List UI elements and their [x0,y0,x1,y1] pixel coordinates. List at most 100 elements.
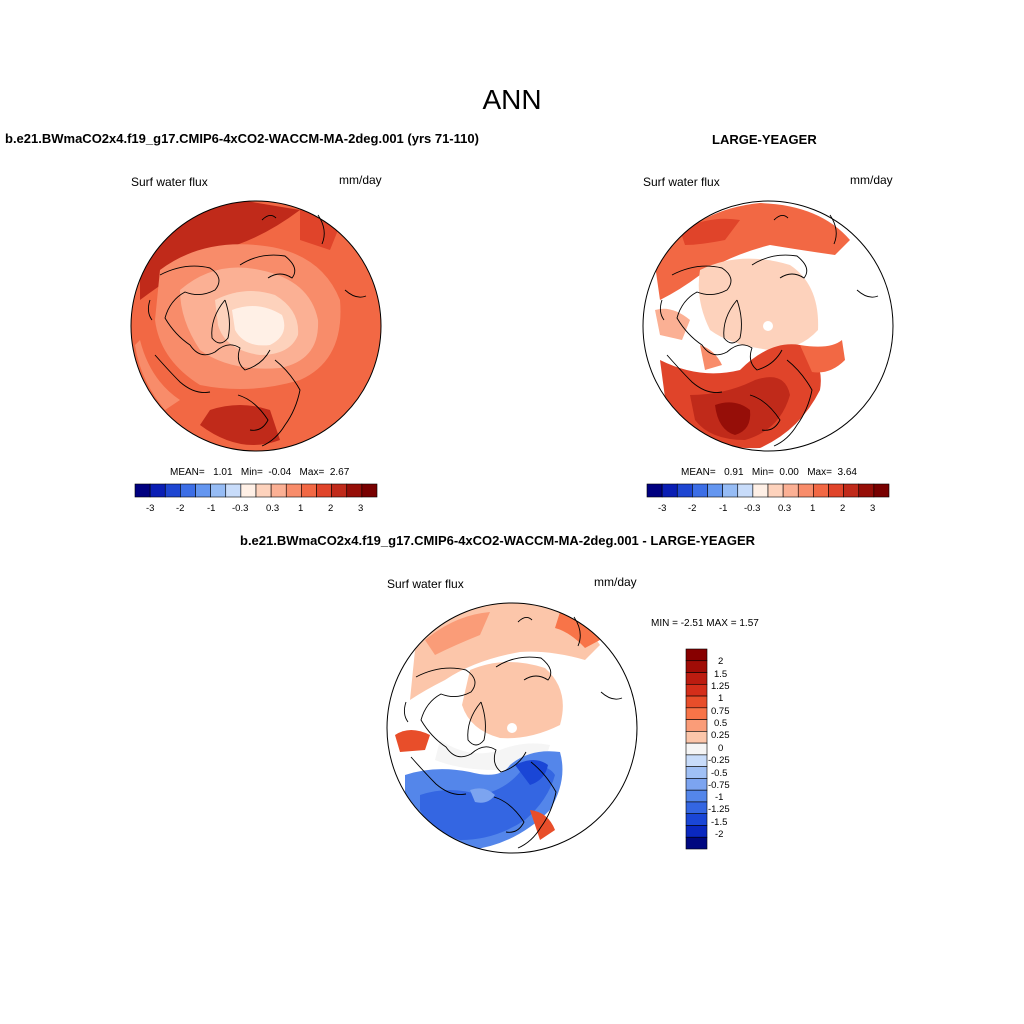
test-mean-value: 1.01 [213,467,233,478]
test-mean-label: MEAN= [170,467,205,478]
colorbar-swatch [316,483,332,498]
colorbar-tick: 2 [718,656,724,667]
colorbar-swatch [685,719,708,732]
colorbar-swatch [843,483,860,498]
control-max-value: 3.64 [837,467,857,478]
colorbar-tick: -2 [176,503,185,514]
colorbar-swatch [346,483,363,498]
control-colorbar [646,483,890,498]
colorbar-swatch [164,483,181,498]
test-colorbar [134,483,378,498]
colorbar-swatch [685,836,708,850]
colorbar-swatch [873,483,890,498]
colorbar-swatch [646,483,663,498]
colorbar-tick: 0.3 [266,503,280,514]
colorbar-swatch [782,483,799,498]
colorbar-swatch [685,648,708,662]
colorbar-tick: 2 [840,503,846,514]
colorbar-tick: 1 [810,503,816,514]
colorbar-swatch [331,483,348,498]
colorbar-swatch [685,825,708,838]
difference-case-title: b.e21.BWmaCO2x4.f19_g17.CMIP6-4xCO2-WACC… [240,533,756,548]
colorbar-tick: 0.5 [714,718,728,729]
colorbar-swatch [240,483,257,498]
colorbar-swatch [301,483,317,498]
colorbar-tick: -0.25 [708,755,730,766]
colorbar-swatch [134,483,151,498]
colorbar-swatch [685,742,708,756]
colorbar-swatch [767,483,784,498]
control-mean-label: MEAN= [681,467,716,478]
control-polar-map [642,200,894,452]
colorbar-tick: -0.75 [708,780,730,791]
colorbar-tick: 2 [328,503,334,514]
colorbar-swatch [685,695,708,709]
difference-units-label: mm/day [594,575,637,589]
difference-stats: MIN = -2.51 MAX = 1.57 [651,618,759,629]
colorbar-swatch [361,483,378,498]
colorbar-tick: -2 [715,829,724,840]
colorbar-tick: -0.3 [744,503,761,514]
test-polar-map [130,200,382,452]
difference-colorbar [685,648,708,850]
test-min-value: -0.04 [268,467,292,478]
colorbar-tick: 0.3 [778,503,792,514]
colorbar-swatch [813,483,829,498]
colorbar-swatch [225,483,242,498]
colorbar-tick: 1 [718,693,724,704]
colorbar-tick: -2 [688,503,697,514]
colorbar-swatch [685,707,708,720]
colorbar-swatch [685,789,708,803]
colorbar-tick: -1 [715,792,724,803]
colorbar-swatch [685,672,708,685]
control-stats: MEAN= 0.91 Min= 0.00 Max= 3.64 [681,467,857,478]
colorbar-swatch [149,483,166,498]
colorbar-swatch [255,483,272,498]
colorbar-swatch [685,660,708,673]
control-variable-label: Surf water flux [643,175,720,189]
colorbar-tick: 3 [358,503,364,514]
control-max-label: Max= [807,467,832,478]
colorbar-swatch [685,766,708,779]
colorbar-swatch [195,483,211,498]
colorbar-tick: -1.5 [711,817,728,828]
colorbar-swatch [685,813,708,826]
colorbar-tick: 3 [870,503,876,514]
colorbar-tick: -0.3 [232,503,249,514]
colorbar-tick: 1.25 [711,681,730,692]
colorbar-tick: -1.25 [708,804,730,815]
colorbar-tick: -1 [719,503,728,514]
difference-variable-label: Surf water flux [387,577,464,591]
colorbar-swatch [661,483,678,498]
colorbar-swatch [722,483,739,498]
colorbar-swatch [828,483,844,498]
colorbar-swatch [797,483,814,498]
test-stats: MEAN= 1.01 Min= -0.04 Max= 2.67 [170,467,349,478]
colorbar-swatch [685,801,708,815]
colorbar-tick: -1 [207,503,216,514]
colorbar-swatch [692,483,708,498]
colorbar-swatch [685,731,708,744]
control-case-title: LARGE-YEAGER [712,132,817,147]
colorbar-tick: 1 [298,503,304,514]
difference-polar-map [386,602,638,854]
test-min-label: Min= [240,467,263,478]
test-max-value: 2.67 [329,467,350,478]
colorbar-swatch [685,683,708,697]
control-min-value: 0.00 [779,467,799,478]
colorbar-tick: 0.25 [711,730,730,741]
colorbar-swatch [752,483,769,498]
test-case-title: b.e21.BWmaCO2x4.f19_g17.CMIP6-4xCO2-WACC… [5,131,479,146]
page-title: ANN [482,84,542,115]
colorbar-swatch [270,483,287,498]
colorbar-swatch [285,483,302,498]
colorbar-swatch [210,483,227,498]
colorbar-swatch [707,483,723,498]
test-max-label: Max= [299,467,325,478]
colorbar-swatch [737,483,754,498]
colorbar-swatch [858,483,875,498]
colorbar-swatch [685,754,708,767]
colorbar-tick: -3 [146,503,155,514]
colorbar-swatch [685,778,708,791]
